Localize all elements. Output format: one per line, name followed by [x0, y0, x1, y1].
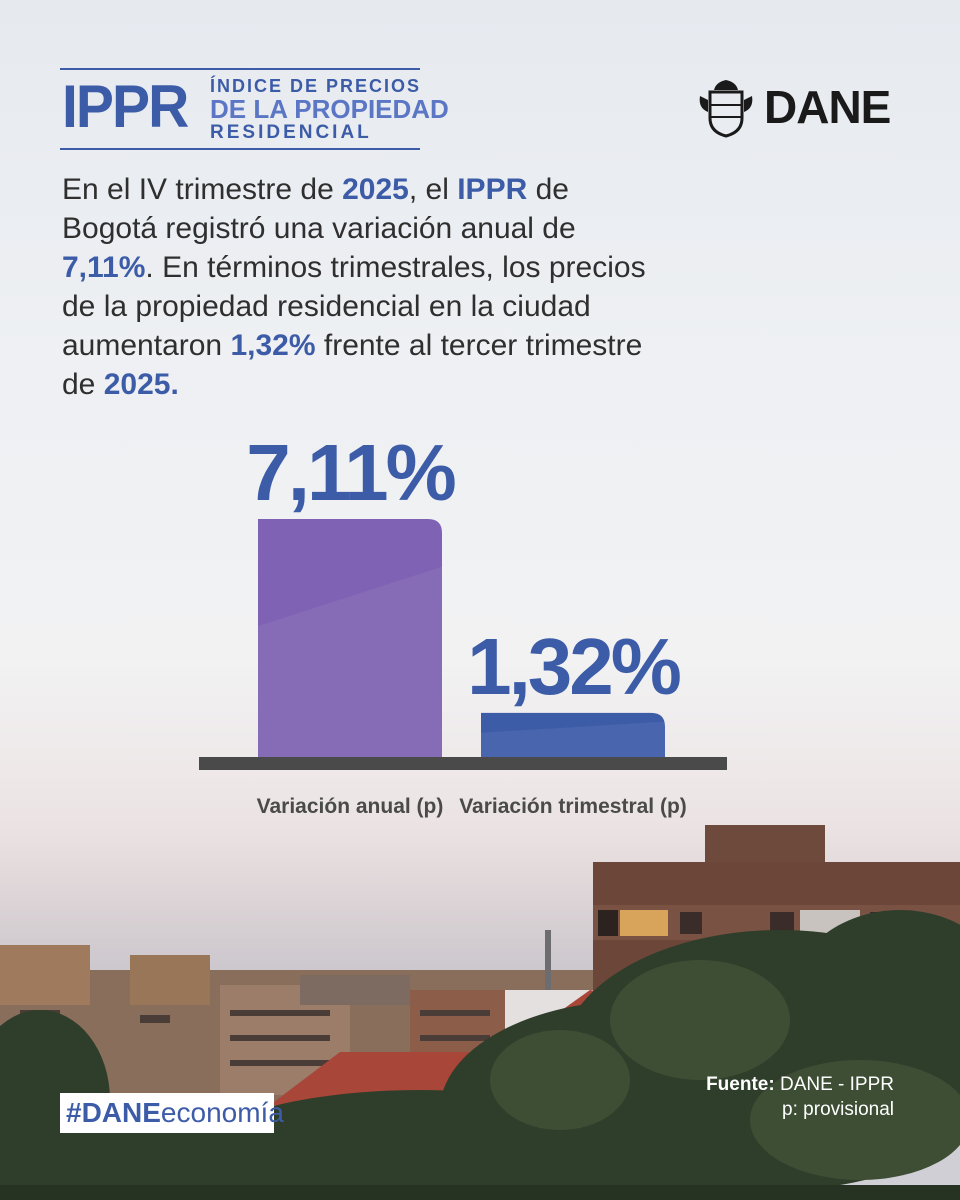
lead-quarterly-value: 1,32%	[230, 329, 316, 362]
lead-text-3: de Bogotá registró una variación anual d…	[62, 173, 576, 245]
logo-bottom-rule	[60, 148, 420, 150]
lead-text-1: En el IV trimestre de	[62, 173, 343, 206]
lead-year-2: 2025.	[103, 368, 179, 401]
lead-text-2: , el	[408, 173, 458, 206]
category-label-quarterly: Variación trimestral (p)	[459, 795, 687, 818]
lead-annual-value: 7,11%	[62, 251, 146, 284]
lead-year-1: 2025	[342, 173, 409, 206]
logo-top-rule	[60, 68, 420, 70]
hashtag-bold: #DANE	[66, 1097, 161, 1128]
provisional-note: p: provisional	[782, 1099, 894, 1120]
dane-logo: DANE	[696, 78, 891, 140]
lead-text-5: frente al tercer trimestre de	[62, 329, 643, 401]
bar-0	[258, 519, 442, 757]
logo-line2: DE LA PROPIEDAD	[210, 94, 449, 124]
source-label: Fuente:	[706, 1074, 775, 1095]
logo-line3: RESIDENCIAL	[210, 122, 372, 143]
lead-paragraph: En el IV trimestre de 2025, el IPPR de B…	[62, 170, 662, 404]
hashtag-badge: #DANEeconomía	[60, 1093, 284, 1133]
bar-value-label-annual: 7,11%	[246, 428, 456, 517]
source-value: DANE - IPPR	[779, 1074, 894, 1095]
lead-text-4: . En términos trimestrales, los precios …	[62, 251, 646, 362]
category-label-annual: Variación anual (p)	[256, 795, 444, 818]
bar-sheen-0	[258, 566, 442, 757]
source-note: Fuente: DANE - IPPR p: provisional	[706, 1072, 894, 1122]
dane-wordmark: DANE	[764, 81, 891, 133]
x-axis-baseline	[199, 757, 727, 770]
coat-of-arms-icon	[699, 80, 753, 138]
logo-ippr-text: IPPR	[62, 73, 189, 140]
logo-line1: ÍNDICE DE PRECIOS	[210, 76, 422, 96]
bar-sheen-1	[481, 721, 665, 757]
lead-ippr: IPPR	[457, 173, 528, 206]
bar-value-label-quarterly: 1,32%	[467, 621, 682, 711]
hashtag-rest: economía	[160, 1097, 284, 1128]
ippr-logo: IPPR ÍNDICE DE PRECIOS DE LA PROPIEDAD R…	[60, 68, 449, 150]
bar-1	[481, 712, 665, 757]
